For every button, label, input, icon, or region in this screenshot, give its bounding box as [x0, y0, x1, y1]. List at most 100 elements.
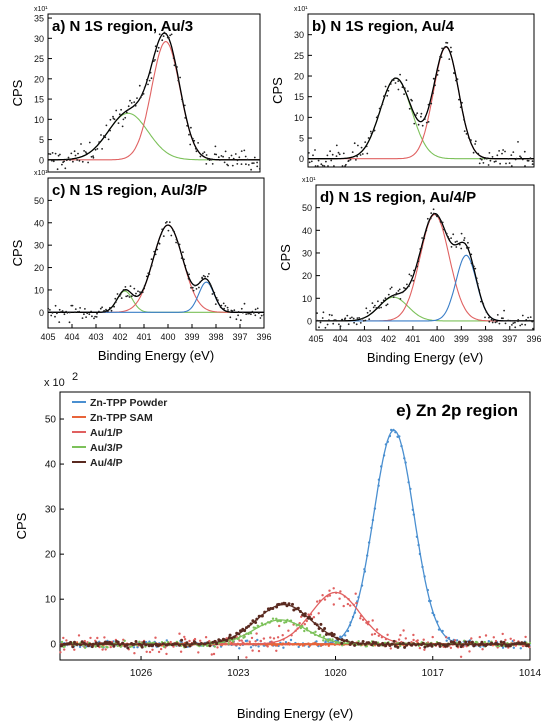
data-point: [432, 212, 435, 215]
data-point: [194, 284, 196, 287]
data-point: [201, 277, 204, 280]
data-point: [474, 267, 477, 270]
component-curve-1: [316, 213, 534, 322]
y-tick-label: 0: [307, 316, 312, 326]
data-point: [529, 157, 532, 160]
data-point: [129, 99, 131, 102]
y-tick-label: 25: [294, 51, 304, 61]
data-point: [161, 228, 164, 231]
data-point: [420, 112, 423, 115]
data-point: [450, 50, 453, 53]
data-point: [478, 289, 481, 291]
data-point: [450, 246, 453, 248]
data-point: [157, 650, 161, 654]
data-point: [194, 147, 197, 150]
data-point: [417, 260, 420, 263]
data-point: [92, 156, 95, 159]
x-tick-label: 404: [333, 334, 348, 344]
data-point: [80, 640, 84, 644]
data-point: [519, 647, 522, 650]
data-point: [96, 636, 99, 640]
data-point: [85, 316, 87, 318]
data-point: [360, 146, 363, 149]
data-point: [512, 151, 515, 154]
data-point: [324, 633, 328, 636]
x-axis-label: Binding Energy (eV): [367, 350, 483, 365]
data-point: [115, 109, 118, 112]
data-point: [512, 639, 516, 642]
data-point: [474, 140, 477, 143]
data-point: [387, 293, 390, 296]
data-point: [347, 323, 350, 326]
data-point: [406, 283, 408, 286]
y-tick-label: 50: [34, 196, 44, 206]
data-point: [526, 644, 530, 648]
data-point: [499, 640, 503, 644]
data-point: [183, 638, 187, 641]
data-point: [512, 322, 515, 324]
data-point: [339, 590, 342, 593]
data-point: [197, 651, 200, 654]
data-point: [222, 155, 225, 158]
data-point: [316, 165, 319, 167]
data-point: [116, 640, 120, 644]
data-point: [123, 639, 126, 642]
data-point: [407, 90, 409, 92]
data-point: [118, 113, 121, 116]
data-point: [355, 601, 358, 605]
data-point: [404, 637, 407, 640]
data-point: [283, 621, 286, 624]
data-point: [105, 308, 107, 311]
data-point: [96, 312, 98, 315]
data-point: [60, 644, 63, 648]
data-point: [365, 145, 368, 148]
data-point: [69, 159, 71, 161]
data-point: [377, 115, 379, 117]
data-point: [487, 164, 490, 166]
data-point: [85, 152, 88, 155]
data-point: [349, 604, 352, 607]
data-points: [47, 221, 265, 324]
data-point: [490, 318, 493, 321]
data-point: [456, 240, 458, 243]
data-point: [107, 310, 109, 313]
data-point: [184, 645, 188, 649]
data-point: [238, 647, 241, 650]
data-point: [323, 598, 327, 601]
data-point: [514, 321, 516, 324]
data-point: [487, 640, 490, 643]
data-point: [470, 640, 474, 644]
data-point: [354, 592, 357, 595]
data-point: [233, 309, 236, 312]
data-point: [314, 149, 316, 151]
data-point: [377, 300, 379, 303]
data-point: [256, 165, 259, 168]
data-point: [71, 645, 75, 649]
y-axis-label: CPS: [278, 244, 293, 271]
data-point: [90, 155, 93, 158]
data-point: [119, 293, 122, 296]
data-point: [524, 165, 526, 167]
data-point: [470, 262, 473, 265]
data-point: [113, 305, 115, 308]
x-tick-label: 405: [308, 334, 323, 344]
data-point: [447, 236, 449, 238]
data-point: [436, 74, 439, 76]
data-point: [355, 323, 358, 326]
data-point: [364, 141, 367, 144]
data-point: [394, 293, 397, 296]
data-point: [63, 313, 66, 316]
data-point: [162, 35, 165, 37]
plot-frame: [47, 177, 265, 329]
data-point: [443, 46, 446, 49]
data-point: [204, 636, 208, 639]
data-point: [152, 60, 155, 63]
data-point: [427, 121, 430, 123]
data-point: [210, 653, 213, 656]
data-point: [49, 153, 52, 156]
data-point: [504, 150, 506, 153]
data-point: [165, 639, 168, 642]
data-point: [156, 50, 159, 53]
data-point: [258, 168, 261, 170]
